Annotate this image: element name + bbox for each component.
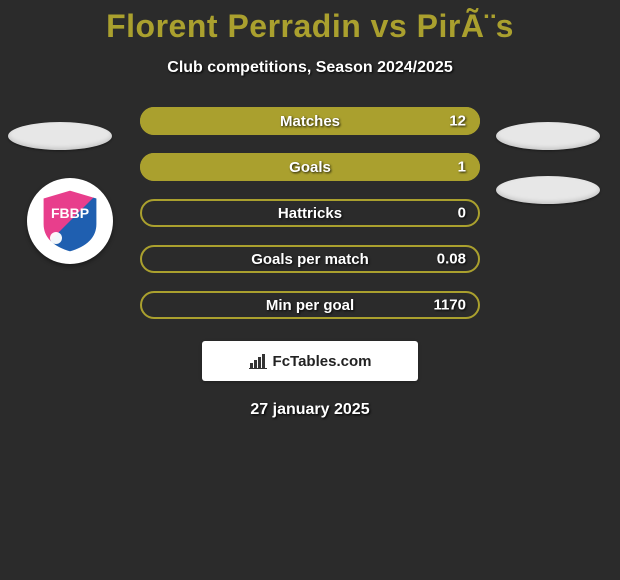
stat-label: Min per goal: [266, 297, 354, 314]
source-banner[interactable]: FcTables.com: [202, 341, 418, 381]
stat-label: Matches: [280, 113, 340, 130]
comparison-subtitle: Club competitions, Season 2024/2025: [0, 59, 620, 77]
comparison-title: Florent Perradin vs PirÃ¨s: [0, 0, 620, 45]
stat-value: 0.08: [437, 251, 466, 268]
stat-row-min-per-goal: Min per goal 1170: [140, 291, 480, 319]
stat-value: 12: [449, 113, 466, 130]
stat-value: 0: [458, 205, 466, 222]
stat-value: 1170: [433, 297, 466, 314]
stat-row-goals-per-match: Goals per match 0.08: [140, 245, 480, 273]
stat-row-goals: Goals 1: [140, 153, 480, 181]
stat-label: Hattricks: [278, 205, 342, 222]
source-banner-text: FcTables.com: [273, 353, 372, 370]
stat-label: Goals per match: [251, 251, 369, 268]
player-right-name: PirÃ¨s: [417, 8, 514, 44]
vs-separator: vs: [361, 8, 416, 44]
stat-rows: Matches 12 Goals 1 Hattricks 0 Goals per…: [140, 107, 480, 319]
stat-value: 1: [458, 159, 466, 176]
player-left-name: Florent Perradin: [106, 8, 361, 44]
stat-row-matches: Matches 12: [140, 107, 480, 135]
stat-row-hattricks: Hattricks 0: [140, 199, 480, 227]
bar-chart-icon: [249, 353, 269, 369]
stat-label: Goals: [289, 159, 331, 176]
comparison-date: 27 january 2025: [0, 401, 620, 419]
